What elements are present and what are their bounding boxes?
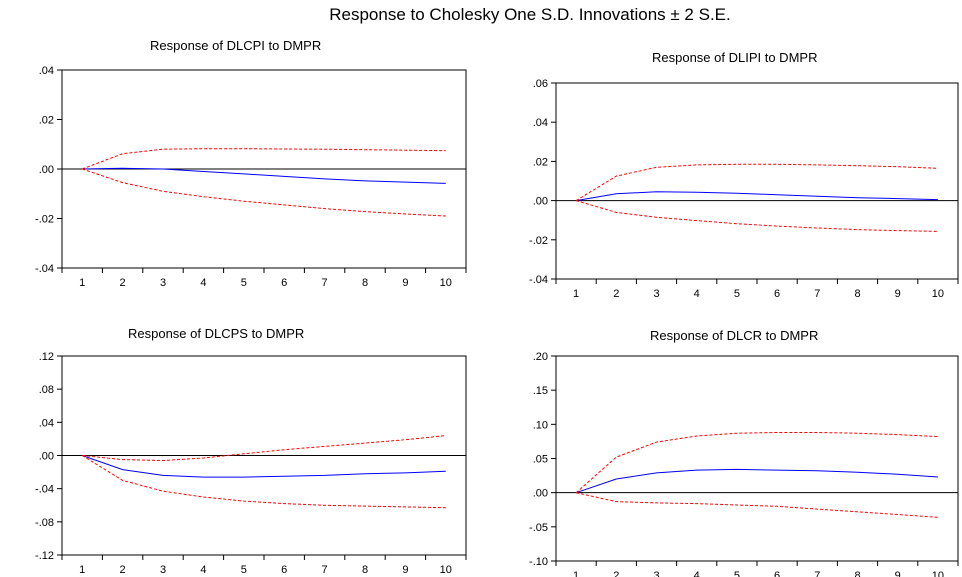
x-tick-label: 7 [322,277,328,289]
x-tick-label: 4 [200,564,206,576]
y-tick-label: .04 [533,117,548,129]
response-line [575,468,938,494]
y-tick-label: -.04 [35,484,54,496]
x-tick-label: 4 [200,277,206,289]
x-tick-label: 9 [402,277,408,289]
confidence-band-upper [82,148,446,170]
x-tick-label: 5 [241,277,247,289]
x-tick-label: 8 [854,570,860,577]
x-tick-label: 6 [774,570,780,577]
x-tick-label: 10 [440,277,452,289]
y-tick-label: .00 [39,164,54,176]
y-tick-label: .12 [39,351,54,363]
y-tick-label: .10 [533,419,548,431]
y-tick-label: .02 [533,156,548,168]
x-tick-label: 1 [573,570,579,577]
y-tick-label: .00 [39,451,54,463]
chart-title: Response of DLCPI to DMPR [150,38,322,53]
x-tick-label: 8 [362,277,368,289]
y-tick-label: .02 [39,115,54,127]
x-tick-label: 8 [854,288,860,300]
x-tick-label: 8 [362,564,368,576]
x-tick-label: 6 [281,564,287,576]
y-tick-label: -.08 [35,517,54,529]
x-tick-label: 10 [932,288,944,300]
x-tick-label: 3 [653,570,659,577]
y-tick-label: -.10 [529,556,548,568]
x-tick-label: 10 [440,564,452,576]
x-tick-label: 7 [322,564,328,576]
x-tick-label: 9 [895,570,901,577]
chart-title: Response of DLIPI to DMPR [652,50,818,65]
x-tick-label: 3 [653,288,659,300]
x-tick-label: 2 [613,288,619,300]
figure-title: Response to Cholesky One S.D. Innovation… [329,5,731,24]
x-tick-label: 6 [774,288,780,300]
y-tick-label: .04 [39,417,54,429]
y-tick-label: .00 [533,488,548,500]
response-line [576,191,938,202]
y-tick-label: -.02 [529,235,548,247]
y-tick-label: -.04 [35,263,54,275]
chart-title: Response of DLCPS to DMPR [128,326,305,341]
x-tick-label: 10 [932,570,944,577]
confidence-band-upper [575,163,938,202]
confidence-band-lower [575,492,938,518]
x-tick-label: 1 [79,277,85,289]
x-tick-label: 5 [734,570,740,577]
x-tick-label: 1 [573,288,579,300]
x-tick-label: 6 [281,277,287,289]
x-tick-label: 2 [120,277,126,289]
x-tick-label: 3 [160,277,166,289]
y-tick-label: .15 [533,385,548,397]
x-tick-label: 2 [613,570,619,577]
y-tick-label: .08 [39,384,54,396]
confidence-band-lower [82,168,446,217]
confidence-band-lower [575,200,938,232]
confidence-band-upper [575,432,938,494]
y-tick-label: .00 [533,196,548,208]
x-tick-label: 4 [694,570,700,577]
x-tick-label: 2 [120,564,126,576]
y-tick-label: -.05 [529,522,548,534]
y-tick-label: .04 [39,65,54,77]
x-tick-label: 7 [814,288,820,300]
x-tick-label: 3 [160,564,166,576]
x-tick-label: 5 [734,288,740,300]
y-tick-label: .05 [533,454,548,466]
x-tick-label: 5 [241,564,247,576]
y-tick-label: -.04 [529,274,548,286]
y-tick-label: -.12 [35,550,54,562]
x-tick-label: 9 [895,288,901,300]
x-tick-label: 9 [402,564,408,576]
x-tick-label: 7 [814,570,820,577]
y-tick-label: .20 [533,351,548,363]
y-tick-label: .06 [533,78,548,90]
chart-title: Response of DLCR to DMPR [650,328,819,343]
x-tick-label: 1 [79,564,85,576]
response-line [82,167,446,184]
x-tick-label: 4 [694,288,700,300]
confidence-band-lower [81,455,446,509]
confidence-band-upper [82,435,446,462]
response-line [82,455,446,478]
plot-frame [555,355,959,562]
y-tick-label: -.02 [35,214,54,226]
